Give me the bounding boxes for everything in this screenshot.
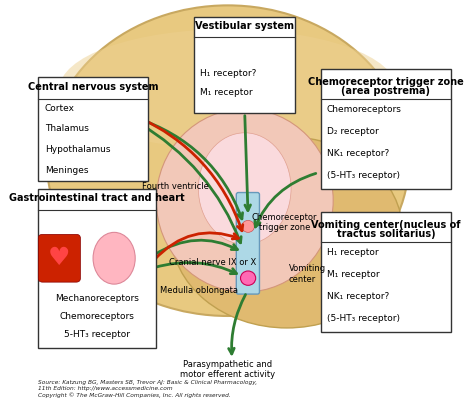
Circle shape — [240, 271, 255, 286]
Text: Source: Katzung BG, Masters SB, Trevor AJ: Basic & Clinical Pharmacology,
11th E: Source: Katzung BG, Masters SB, Trevor A… — [38, 380, 257, 398]
Text: (area postrema): (area postrema) — [341, 86, 430, 96]
Text: Hypothalamus: Hypothalamus — [45, 145, 110, 154]
Text: (5-HT₃ receptor): (5-HT₃ receptor) — [327, 171, 400, 180]
Text: Chemoreceptor trigger zone: Chemoreceptor trigger zone — [308, 77, 464, 87]
Text: H₁ receptor?: H₁ receptor? — [201, 69, 257, 78]
Ellipse shape — [59, 29, 396, 149]
Text: NK₁ receptor?: NK₁ receptor? — [327, 292, 389, 301]
Circle shape — [239, 59, 252, 71]
Text: 5-HT₃ receptor: 5-HT₃ receptor — [64, 330, 130, 339]
FancyBboxPatch shape — [38, 77, 148, 180]
Text: Meninges: Meninges — [45, 166, 88, 175]
Text: tractus solitarius): tractus solitarius) — [337, 229, 435, 239]
Text: ♥: ♥ — [48, 246, 71, 270]
Ellipse shape — [226, 50, 255, 76]
Text: Chemoreceptor
trigger zone: Chemoreceptor trigger zone — [252, 213, 318, 232]
Ellipse shape — [171, 137, 403, 328]
FancyBboxPatch shape — [237, 192, 259, 294]
FancyBboxPatch shape — [320, 69, 451, 188]
FancyBboxPatch shape — [38, 234, 81, 282]
Text: D₂ receptor: D₂ receptor — [327, 127, 379, 136]
FancyBboxPatch shape — [38, 188, 156, 348]
Text: Central nervous system: Central nervous system — [28, 82, 158, 92]
Ellipse shape — [93, 232, 135, 284]
Text: Medulla oblongata: Medulla oblongata — [161, 286, 238, 295]
Text: NK₁ receptor?: NK₁ receptor? — [327, 149, 389, 158]
Ellipse shape — [47, 5, 409, 316]
Text: Vestibular system: Vestibular system — [195, 21, 294, 31]
Text: M₁ receptor: M₁ receptor — [201, 88, 253, 97]
Text: Fourth ventricle: Fourth ventricle — [142, 182, 209, 191]
Text: M₁ receptor: M₁ receptor — [327, 270, 380, 279]
Text: H₁ receptor: H₁ receptor — [327, 248, 379, 257]
Text: Mechanoreceptors: Mechanoreceptors — [55, 294, 139, 303]
Ellipse shape — [156, 109, 333, 292]
Ellipse shape — [199, 133, 291, 244]
Text: Chemoreceptors: Chemoreceptors — [60, 312, 135, 321]
Circle shape — [227, 51, 246, 68]
FancyBboxPatch shape — [194, 17, 295, 113]
Text: Cranial nerve IX or X: Cranial nerve IX or X — [169, 258, 256, 267]
Circle shape — [242, 221, 255, 232]
Text: Parasympathetic and
motor efferent activity: Parasympathetic and motor efferent activ… — [180, 360, 275, 379]
Text: Chemoreceptors: Chemoreceptors — [327, 105, 402, 114]
Text: Cortex: Cortex — [45, 104, 74, 113]
Text: Thalamus: Thalamus — [45, 124, 89, 134]
FancyBboxPatch shape — [320, 213, 451, 332]
Text: Gastrointestinal tract and heart: Gastrointestinal tract and heart — [9, 193, 185, 203]
Text: Vomiting
center: Vomiting center — [289, 265, 326, 284]
Text: Vomiting center(nucleus of: Vomiting center(nucleus of — [311, 221, 461, 231]
Text: (5-HT₃ receptor): (5-HT₃ receptor) — [327, 314, 400, 323]
